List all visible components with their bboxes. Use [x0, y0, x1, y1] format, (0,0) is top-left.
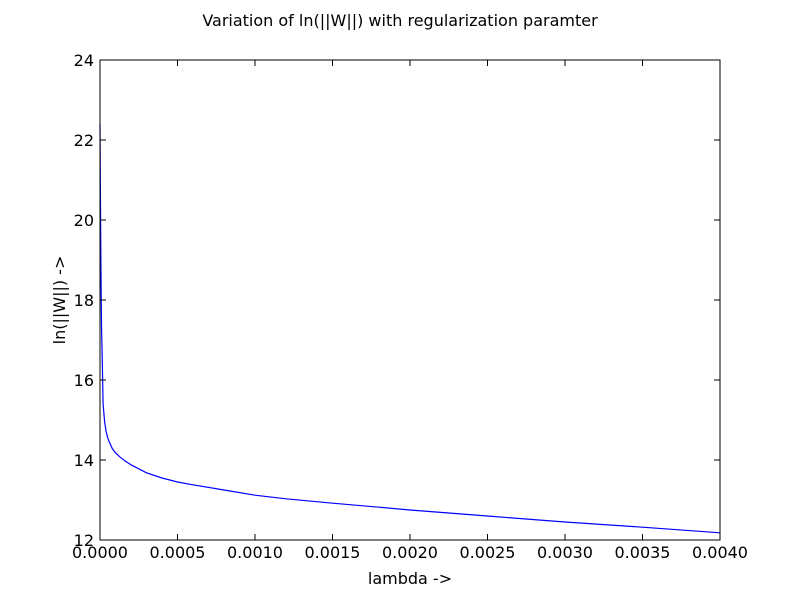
x-tick-label: 0.0040	[692, 543, 748, 562]
y-tick-label: 12	[74, 531, 94, 550]
chart-title: Variation of ln(||W||) with regularizati…	[202, 11, 598, 30]
x-tick-label: 0.0030	[537, 543, 593, 562]
x-tick-label: 0.0010	[227, 543, 283, 562]
x-tick-label: 0.0005	[150, 543, 206, 562]
y-tick-label: 18	[74, 291, 94, 310]
x-tick-label: 0.0025	[460, 543, 516, 562]
x-tick-label: 0.0000	[72, 543, 128, 562]
x-axis-label: lambda ->	[368, 569, 452, 588]
x-tick-label: 0.0015	[305, 543, 361, 562]
x-tick-label: 0.0035	[615, 543, 671, 562]
y-tick-label: 14	[74, 451, 94, 470]
plot-frame	[99, 59, 721, 541]
y-tick-label: 24	[74, 51, 94, 70]
y-axis-label: ln(||W||) ->	[50, 256, 69, 345]
y-tick-label: 16	[74, 371, 94, 390]
y-tick-label: 20	[74, 211, 94, 230]
x-tick-label: 0.0020	[382, 543, 438, 562]
series-line	[99, 123, 721, 534]
y-tick-label: 22	[74, 131, 94, 150]
